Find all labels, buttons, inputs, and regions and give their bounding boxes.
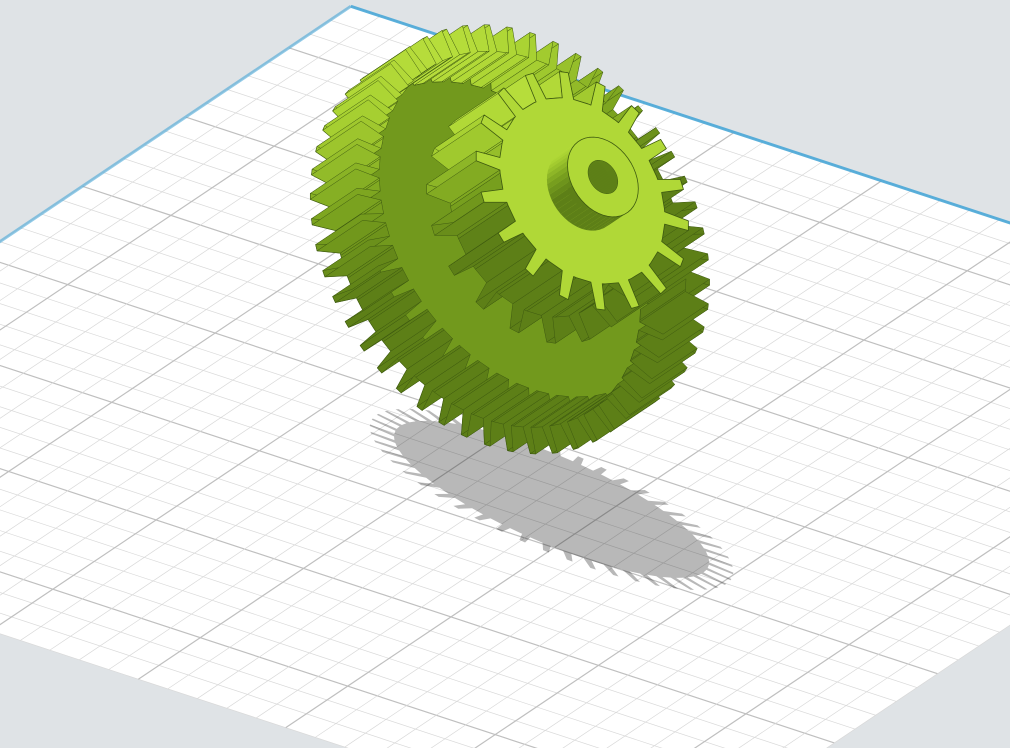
slicer-3d-viewport[interactable] (0, 0, 1010, 748)
scene-svg (0, 0, 1010, 748)
